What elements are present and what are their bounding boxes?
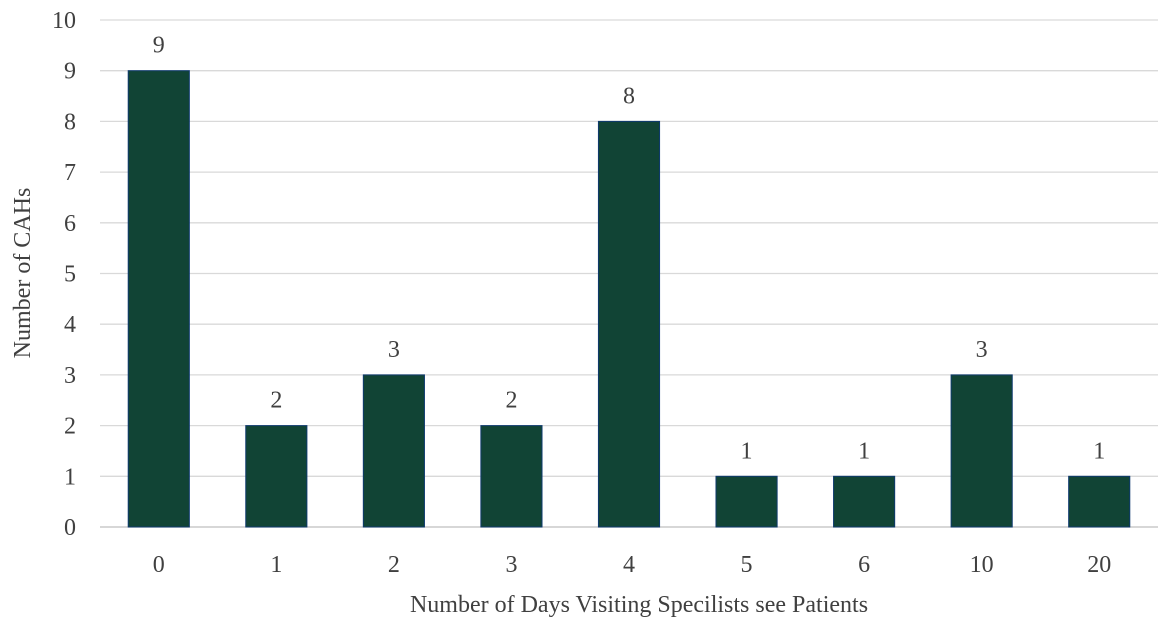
x-tick-label: 4	[623, 552, 635, 578]
data-label: 8	[623, 83, 635, 109]
y-tick-label: 5	[64, 262, 76, 288]
bar	[245, 425, 308, 528]
bars	[127, 70, 1131, 528]
x-axis-title: Number of Days Visiting Specilists see P…	[410, 592, 868, 618]
x-axis-ticks: 0 1 2 3 4 5 6 10 20	[153, 552, 1111, 578]
data-label: 1	[741, 438, 753, 464]
y-tick-label: 2	[64, 414, 76, 440]
data-label: 1	[858, 438, 870, 464]
data-label: 2	[505, 388, 517, 414]
bar	[597, 120, 661, 528]
x-tick-label: 2	[388, 552, 400, 578]
bar	[715, 475, 778, 528]
bar	[833, 475, 896, 528]
y-tick-label: 7	[64, 160, 76, 186]
y-axis-ticks: 0 1 2 3 4 5 6 7 8 9 10	[52, 8, 76, 541]
bar	[127, 70, 190, 528]
y-tick-label: 6	[64, 211, 76, 237]
x-tick-label: 10	[970, 552, 994, 578]
y-tick-label: 10	[52, 8, 76, 34]
x-tick-label: 5	[741, 552, 753, 578]
data-label: 3	[976, 337, 988, 363]
data-label: 2	[270, 388, 282, 414]
y-axis-title: Number of CAHs	[10, 188, 36, 359]
bar	[480, 425, 543, 528]
x-tick-label: 0	[153, 552, 165, 578]
x-tick-label: 6	[858, 552, 870, 578]
y-tick-label: 9	[64, 59, 76, 85]
x-tick-label: 1	[270, 552, 282, 578]
bar	[1068, 475, 1131, 528]
x-tick-label: 20	[1087, 552, 1111, 578]
data-labels: 9 2 3 2 8 1 1 3 1	[153, 33, 1105, 465]
data-label: 1	[1093, 438, 1105, 464]
y-tick-label: 0	[64, 515, 76, 541]
data-label: 9	[153, 33, 165, 59]
x-tick-label: 3	[505, 552, 517, 578]
bar	[950, 374, 1013, 528]
y-tick-label: 8	[64, 109, 76, 135]
y-tick-label: 3	[64, 363, 76, 389]
y-tick-label: 4	[64, 312, 76, 338]
y-tick-label: 1	[64, 464, 76, 490]
data-label: 3	[388, 337, 400, 363]
bar	[362, 374, 425, 528]
